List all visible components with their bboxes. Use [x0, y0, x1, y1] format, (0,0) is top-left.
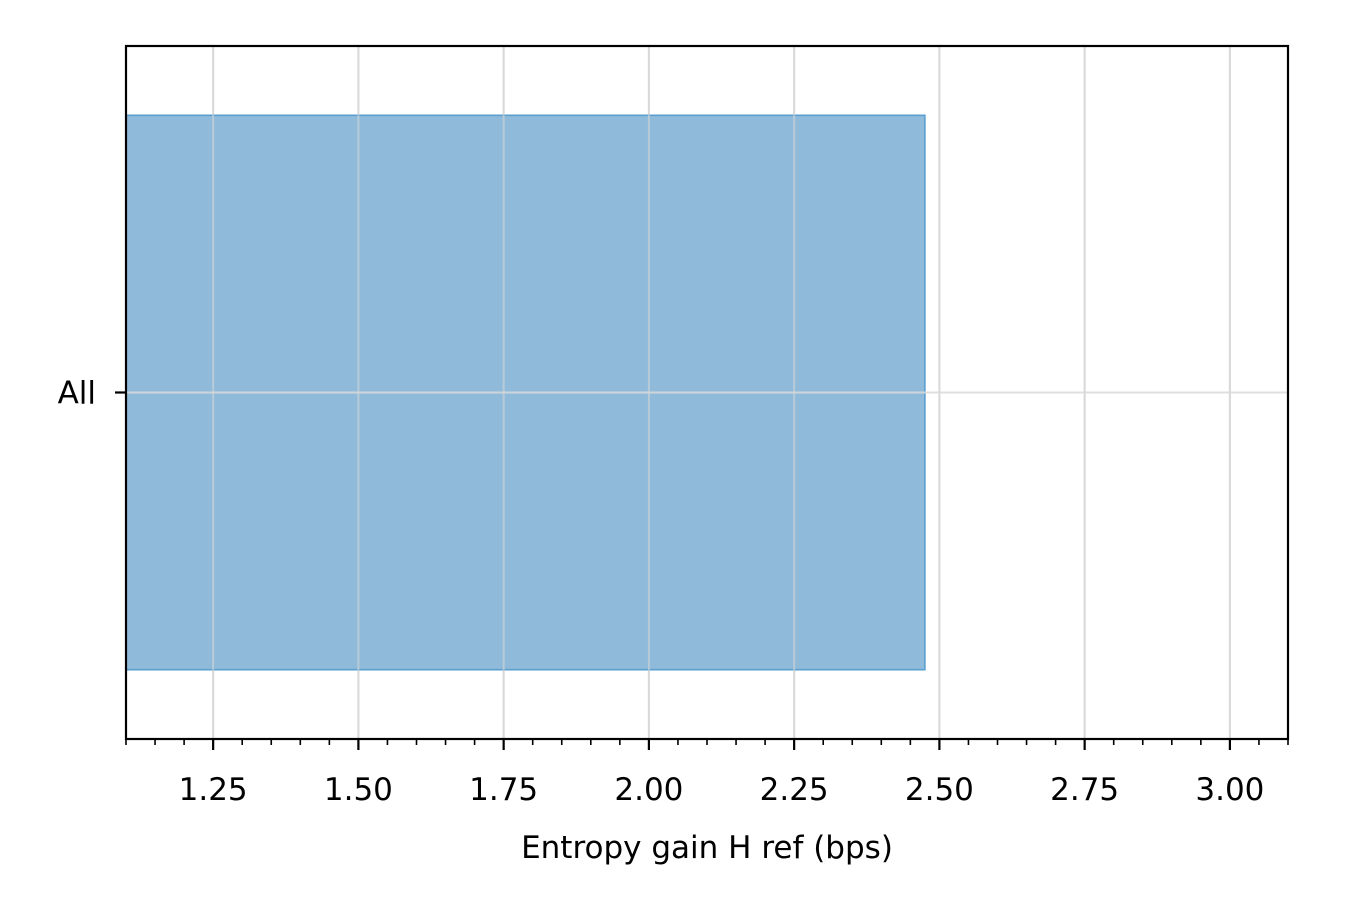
y-axis-ticks: All [58, 376, 126, 412]
x-tick-label: 2.50 [905, 772, 974, 808]
x-axis-label: Entropy gain H ref (bps) [521, 830, 893, 866]
x-tick-label: 2.25 [760, 772, 829, 808]
x-tick-label: 2.75 [1050, 772, 1119, 808]
x-tick-label: 3.00 [1195, 772, 1264, 808]
x-axis-ticks: 1.25 1.50 1.75 2.00 2.25 2.50 2.75 3.00 [125, 739, 1289, 808]
x-tick-label: 1.25 [179, 772, 248, 808]
y-tick-label: All [58, 376, 96, 412]
x-tick-label: 1.75 [469, 772, 538, 808]
x-tick-label: 1.50 [324, 772, 393, 808]
horizontal-grid [126, 46, 1288, 739]
x-tick-label: 2.00 [614, 772, 683, 808]
